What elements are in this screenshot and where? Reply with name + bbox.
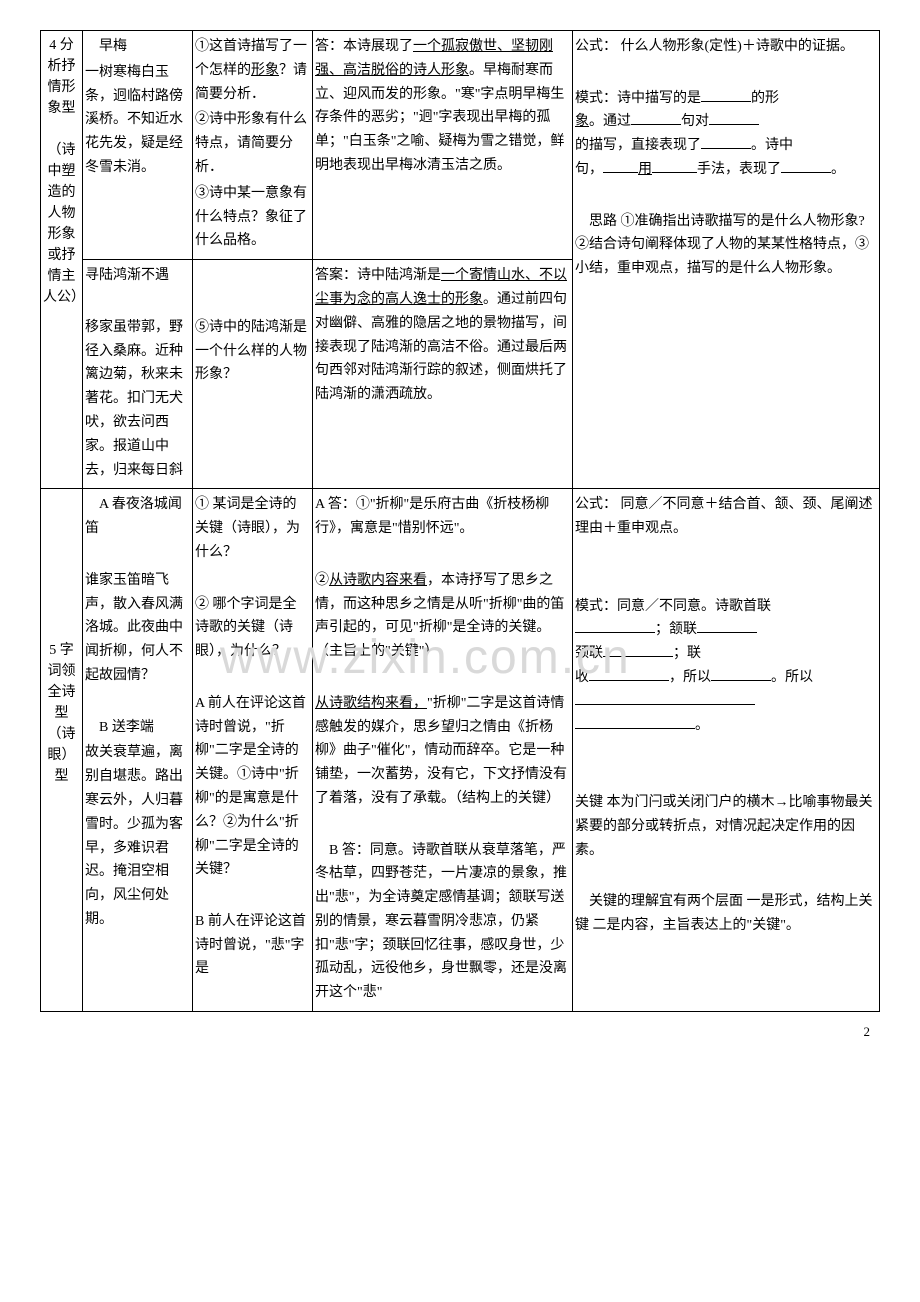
type-cell-4: 4 分析抒情形象型 （诗中塑造的人物形象或抒情主人公） [41,31,83,489]
questions-zaomei: ①这首诗描写了一个怎样的形象？请简要分析． ②诗中形象有什么特点，请简要分析． … [193,31,313,260]
formula-5: 公式： 同意／不同意＋结合首、颔、颈、尾阐述理由＋重申观点。 模式：同意／不同意… [573,489,880,1012]
poem-luhongjian: 寻陆鸿渐不遇 移家虽带郭，野径入桑麻。近种篱边菊，秋来未著花。扣门无犬吠，欲去问… [83,260,193,489]
poems-5: A 春夜洛城闻笛 谁家玉笛暗飞声，散入春风满洛城。此夜曲中闻折柳，何人不起故园情… [83,489,193,1012]
type-cell-5: 5 字词领全诗型（诗眼）型 [41,489,83,1012]
answers-5: A 答：①"折柳"是乐府古曲《折枝杨柳行》，寓意是"惜别怀远"。 ②从诗歌内容来… [313,489,573,1012]
poem-zaomei: 早梅 一树寒梅白玉条，迥临村路傍溪桥。不知近水花先发，疑是经冬雪未消。 [83,31,193,260]
formula-4: 公式： 什么人物形象(定性)＋诗歌中的证据。 模式：诗中描写的是的形 象。通过句… [573,31,880,489]
questions-5: ① 某词是全诗的关键（诗眼），为什么？ ② 哪个字词是全诗歌的关键（诗眼），为什… [193,489,313,1012]
answer-luhongjian: 答案：诗中陆鸿渐是一个寄情山水、不以尘事为念的高人逸士的形象。通过前四句对幽僻、… [313,260,573,489]
study-table: 4 分析抒情形象型 （诗中塑造的人物形象或抒情主人公） 早梅 一树寒梅白玉条，迥… [40,30,880,1012]
answer-zaomei: 答：本诗展现了一个孤寂傲世、坚韧刚强、高洁脱俗的诗人形象。早梅耐寒而立、迎风而发… [313,31,573,260]
page-number: 2 [40,1024,880,1040]
question-luhongjian: ⑤诗中的陆鸿渐是一个什么样的人物形象？ [193,260,313,489]
